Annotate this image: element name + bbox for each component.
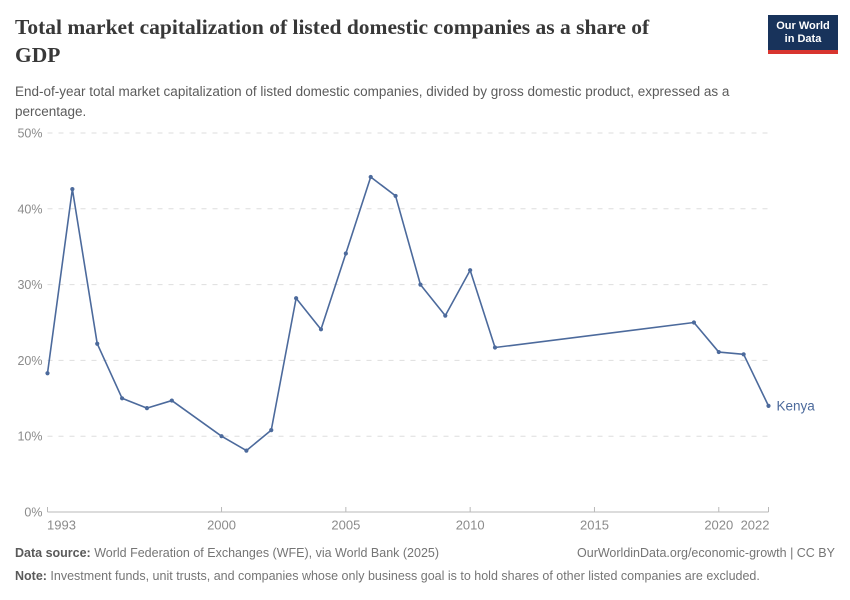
y-axis-label-20: 20% — [17, 354, 42, 368]
data-point-kenya-2007[interactable] — [393, 193, 398, 199]
note-text: Note: Investment funds, unit trusts, and… — [15, 568, 835, 585]
data-point-kenya-2010[interactable] — [468, 268, 473, 273]
x-axis-label-2010: 2010 — [456, 518, 485, 533]
data-point-kenya-1993[interactable] — [45, 371, 50, 376]
data-point-kenya-2001[interactable] — [244, 448, 249, 453]
data-point-kenya-1995[interactable] — [95, 341, 100, 346]
y-axis-label-40: 40% — [17, 202, 42, 216]
x-axis-label-2015: 2015 — [580, 518, 609, 533]
data-point-kenya-2005[interactable] — [343, 251, 348, 256]
data-point-kenya-1996[interactable] — [119, 396, 125, 401]
data-point-kenya-1994[interactable] — [70, 186, 75, 192]
owid-logo[interactable]: Our World in Data — [768, 15, 838, 54]
data-point-kenya-2020[interactable] — [716, 349, 721, 355]
owid-logo-line2: in Data — [784, 33, 822, 45]
note-label: Note: — [15, 569, 47, 583]
data-source-value: World Federation of Exchanges (WFE), via… — [90, 546, 440, 560]
owid-url-license[interactable]: OurWorldinData.org/economic-growth | CC … — [577, 546, 835, 560]
data-point-kenya-2000[interactable] — [219, 434, 224, 439]
data-point-kenya-2019[interactable] — [691, 320, 697, 325]
y-axis-label-10: 10% — [17, 430, 42, 444]
owid-logo-line1: Our World — [776, 20, 830, 32]
y-axis-label-50: 50% — [17, 127, 42, 141]
data-point-kenya-2021[interactable] — [741, 352, 746, 357]
data-source-text: Data source: World Federation of Exchang… — [15, 544, 439, 562]
note-value: Investment funds, unit trusts, and compa… — [46, 569, 760, 583]
chart-header: Total market capitalization of listed do… — [15, 13, 838, 122]
data-point-kenya-2008[interactable] — [418, 282, 423, 287]
data-point-kenya-1998[interactable] — [169, 398, 174, 403]
data-point-kenya-2004[interactable] — [318, 327, 324, 332]
chart-subtitle: End-of-year total market capitalization … — [15, 82, 810, 122]
x-axis-label-2005: 2005 — [331, 518, 360, 533]
data-point-kenya-2011[interactable] — [492, 345, 498, 350]
data-point-kenya-2002[interactable] — [269, 428, 274, 433]
data-point-kenya-1997[interactable] — [144, 406, 150, 411]
data-point-kenya-2009[interactable] — [443, 313, 448, 318]
x-axis-label-2020: 2020 — [704, 518, 733, 533]
data-point-kenya-2022[interactable] — [766, 403, 771, 408]
data-point-kenya-2003[interactable] — [294, 296, 299, 301]
x-axis-label-2022: 2022 — [741, 518, 770, 533]
y-axis-label-30: 30% — [17, 278, 42, 292]
x-axis-label-1993: 1993 — [47, 518, 76, 533]
chart-subtitle-line2: percentage. — [15, 104, 87, 119]
chart-footer: Data source: World Federation of Exchang… — [15, 544, 835, 585]
data-source-label: Data source: — [15, 546, 91, 560]
data-point-kenya-2006[interactable] — [368, 174, 373, 180]
series-line-kenya[interactable] — [46, 176, 770, 452]
series-label-kenya[interactable]: Kenya — [777, 398, 816, 413]
chart-subtitle-line1: End-of-year total market capitalization … — [15, 84, 730, 99]
y-axis-label-0: 0% — [24, 506, 42, 520]
page-title-line2: GDP — [15, 43, 61, 67]
page-title-line1: Total market capitalization of listed do… — [15, 15, 650, 39]
x-axis-label-2000: 2000 — [207, 518, 236, 533]
page-title: Total market capitalization of listed do… — [15, 13, 730, 69]
